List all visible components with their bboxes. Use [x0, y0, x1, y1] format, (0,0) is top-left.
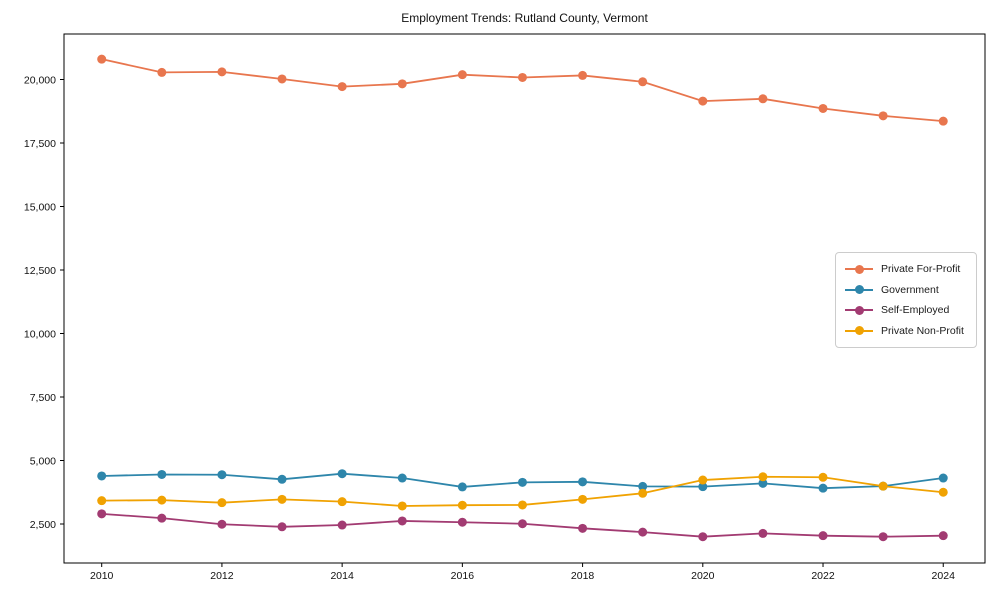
line-marker-icon	[845, 305, 873, 316]
data-point-self-employed	[217, 519, 227, 529]
data-point-self-employed	[277, 522, 287, 532]
data-point-private-for-profit	[97, 54, 107, 64]
data-point-self-employed	[97, 509, 107, 519]
data-point-private-non-profit	[638, 488, 648, 498]
data-point-government	[97, 471, 107, 481]
y-tick-label: 10,000	[24, 328, 56, 340]
data-point-private-for-profit	[758, 94, 768, 104]
data-point-self-employed	[517, 519, 527, 529]
data-point-private-for-profit	[517, 72, 527, 82]
data-point-self-employed	[698, 532, 708, 542]
data-point-government	[277, 474, 287, 484]
y-tick-label: 20,000	[24, 74, 56, 86]
data-point-government	[457, 482, 467, 492]
data-point-government	[517, 477, 527, 487]
data-point-private-non-profit	[337, 497, 347, 507]
x-tick-label: 2014	[330, 570, 354, 582]
line-marker-icon	[845, 325, 873, 336]
data-point-self-employed	[457, 517, 467, 527]
plot-frame	[63, 33, 986, 564]
data-point-private-for-profit	[698, 96, 708, 106]
line-marker-icon	[845, 264, 873, 275]
data-point-private-non-profit	[517, 500, 527, 510]
x-tick-label: 2018	[571, 570, 595, 582]
legend-label: Government	[881, 283, 939, 296]
legend-label: Private For-Profit	[881, 263, 961, 276]
data-point-government	[397, 473, 407, 483]
legend-item-private-for-profit: Private For-Profit	[845, 259, 967, 280]
data-point-private-for-profit	[337, 82, 347, 92]
data-point-private-for-profit	[878, 111, 888, 121]
legend-item-self-employed: Self-Employed	[845, 300, 967, 321]
x-tick-label: 2012	[210, 570, 234, 582]
y-tick-label: 2,500	[30, 519, 56, 531]
data-point-self-employed	[938, 531, 948, 541]
data-point-private-for-profit	[277, 74, 287, 84]
data-point-private-non-profit	[938, 487, 948, 497]
data-point-private-for-profit	[217, 67, 227, 77]
x-tick-label: 2010	[90, 570, 114, 582]
x-tick-label: 2020	[691, 570, 715, 582]
y-tick-label: 5,000	[30, 455, 56, 467]
y-tick-label: 12,500	[24, 265, 56, 277]
series-line-private-for-profit	[101, 58, 944, 123]
data-point-government	[818, 483, 828, 493]
data-point-private-for-profit	[938, 116, 948, 126]
data-point-government	[698, 482, 708, 492]
legend: Private For-Profit Government Self-Emplo…	[835, 252, 977, 348]
line-marker-icon	[845, 284, 873, 295]
data-point-private-for-profit	[457, 70, 467, 80]
x-tick-label: 2016	[451, 570, 475, 582]
data-point-private-non-profit	[397, 501, 407, 511]
legend-label: Self-Employed	[881, 304, 950, 317]
data-point-private-non-profit	[758, 472, 768, 482]
data-point-self-employed	[638, 527, 648, 537]
data-point-self-employed	[878, 532, 888, 542]
data-point-private-non-profit	[698, 475, 708, 485]
x-tick-label: 2022	[811, 570, 835, 582]
legend-item-government: Government	[845, 280, 967, 301]
data-point-self-employed	[397, 516, 407, 526]
data-point-self-employed	[758, 528, 768, 538]
y-tick-label: 17,500	[24, 138, 56, 150]
data-point-self-employed	[337, 520, 347, 530]
data-point-government	[217, 470, 227, 480]
data-point-private-for-profit	[578, 70, 588, 80]
data-point-private-non-profit	[277, 494, 287, 504]
data-point-private-for-profit	[397, 79, 407, 89]
data-point-private-for-profit	[818, 103, 828, 113]
chart-title: Employment Trends: Rutland County, Vermo…	[401, 11, 648, 25]
x-tick-label: 2024	[932, 570, 956, 582]
data-point-private-for-profit	[157, 67, 167, 77]
data-point-self-employed	[578, 523, 588, 533]
legend-label: Private Non-Profit	[881, 324, 964, 337]
data-point-government	[578, 477, 588, 487]
data-point-private-non-profit	[97, 496, 107, 506]
data-point-private-non-profit	[217, 498, 227, 508]
data-point-self-employed	[818, 531, 828, 541]
data-point-government	[758, 478, 768, 488]
data-point-private-non-profit	[878, 481, 888, 491]
data-point-government	[938, 473, 948, 483]
data-point-private-non-profit	[818, 472, 828, 482]
data-point-private-for-profit	[638, 77, 648, 87]
data-point-self-employed	[157, 513, 167, 523]
data-point-government	[157, 469, 167, 479]
data-point-private-non-profit	[578, 494, 588, 504]
data-point-private-non-profit	[157, 495, 167, 505]
legend-item-private-non-profit: Private Non-Profit	[845, 321, 967, 342]
y-tick-label: 15,000	[24, 201, 56, 213]
data-point-government	[337, 469, 347, 479]
data-point-private-non-profit	[457, 500, 467, 510]
data-point-government	[638, 481, 648, 491]
y-tick-label: 7,500	[30, 392, 56, 404]
